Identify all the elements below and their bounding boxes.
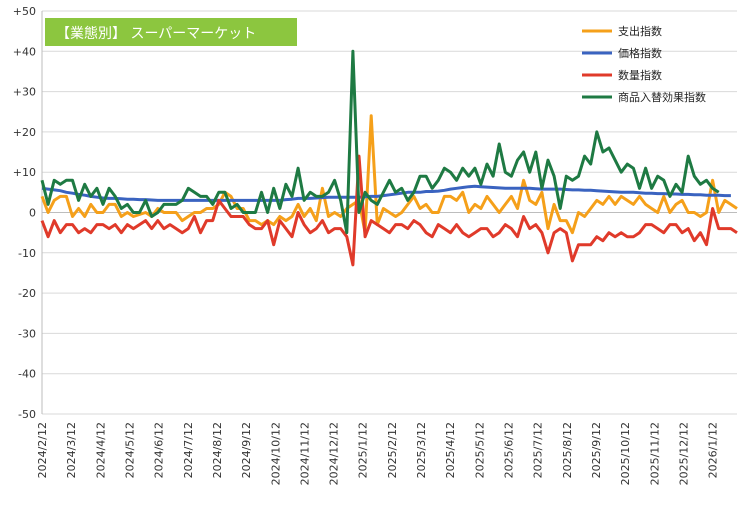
y-tick-label: -50 — [18, 408, 36, 421]
x-tick-label: 2024/12/12 — [328, 422, 341, 485]
chart-title-badge: 【業態別】 スーパーマーケット — [45, 18, 297, 46]
x-axis-ticks: 2024/2/12 2024/3/12 2024/4/12 2024/5/12 2024… — [36, 422, 720, 485]
y-tick-label: +40 — [13, 45, 36, 58]
x-tick-label: 2025/7/12 — [532, 422, 545, 478]
y-tick-label: -40 — [18, 368, 36, 381]
series-lines — [40, 49, 738, 267]
x-tick-label: 2025/11/12 — [648, 422, 661, 485]
y-tick-label: +30 — [13, 86, 36, 99]
legend-label: 数量指数 — [618, 68, 662, 82]
series-line-3 — [40, 49, 720, 235]
y-axis-ticks: +50 +40 +30 +20 +10 0 -10 -20 -30 -40 -50 — [13, 5, 36, 421]
legend-label: 価格指数 — [618, 46, 662, 60]
x-tick-label: 2024/9/12 — [240, 422, 253, 478]
x-tick-label: 2024/4/12 — [94, 422, 107, 478]
x-tick-label: 2025/2/12 — [386, 422, 399, 478]
x-tick-label: 2024/2/12 — [36, 422, 49, 478]
legend-label: 商品入替効果指数 — [618, 90, 706, 104]
y-tick-label: +10 — [13, 166, 36, 179]
x-tick-label: 2024/7/12 — [182, 422, 195, 478]
x-tick-label: 2024/10/12 — [269, 422, 282, 485]
x-tick-label: 2025/10/12 — [619, 422, 632, 485]
y-tick-label: -10 — [18, 247, 36, 260]
series-line-0 — [40, 114, 738, 235]
x-tick-label: 2025/3/12 — [415, 422, 428, 478]
x-tick-label: 2025/6/12 — [503, 422, 516, 478]
x-tick-label: 2024/6/12 — [153, 422, 166, 478]
x-tick-label: 2025/4/12 — [444, 422, 457, 478]
x-tick-label: 2024/11/12 — [298, 422, 311, 485]
x-tick-label: 2025/1/12 — [357, 422, 370, 478]
x-tick-label: 2024/3/12 — [65, 422, 78, 478]
series-line-2 — [40, 154, 738, 267]
x-tick-label: 2025/8/12 — [561, 422, 574, 478]
series-line-1 — [41, 184, 731, 202]
y-tick-label: +20 — [13, 126, 36, 139]
y-tick-label: -30 — [18, 327, 36, 340]
legend-label: 支出指数 — [618, 24, 662, 38]
y-tick-label: 0 — [29, 207, 36, 220]
title-badge-background — [45, 18, 297, 46]
x-tick-label: 2026/1/12 — [707, 422, 720, 478]
chart-title: 【業態別】 スーパーマーケット — [56, 26, 256, 42]
x-tick-label: 2025/12/12 — [677, 422, 690, 485]
y-tick-label: +50 — [13, 5, 36, 18]
x-tick-label: 2024/5/12 — [123, 422, 136, 478]
y-tick-label: -20 — [18, 287, 36, 300]
x-tick-label: 2025/9/12 — [590, 422, 603, 478]
x-tick-label: 2024/8/12 — [211, 422, 224, 478]
x-tick-label: 2025/5/12 — [473, 422, 486, 478]
